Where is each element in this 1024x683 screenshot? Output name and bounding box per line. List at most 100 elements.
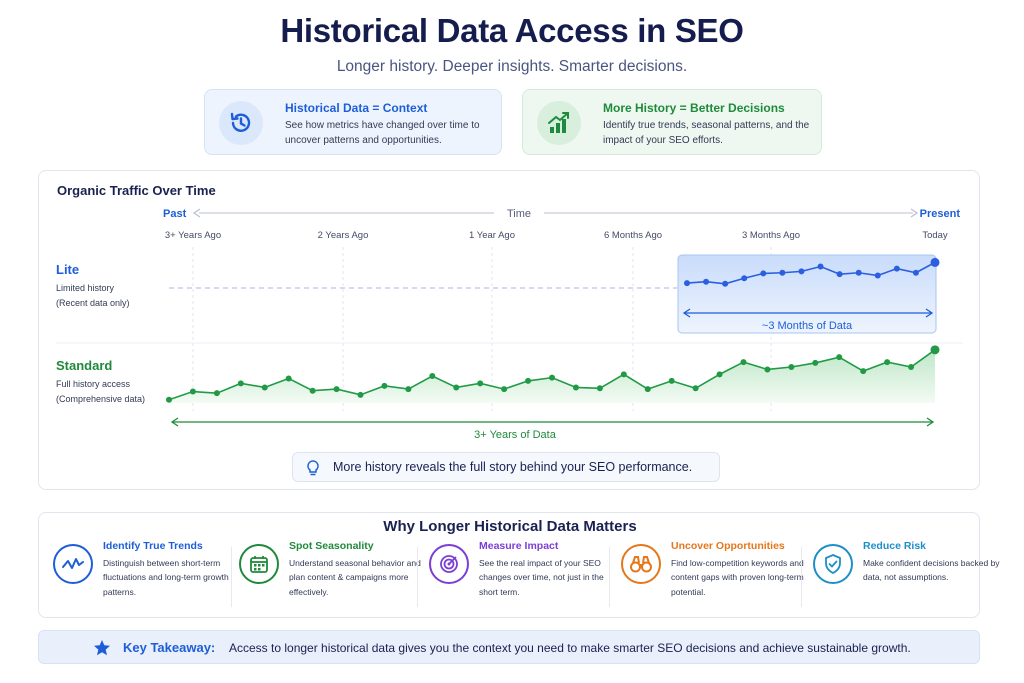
feature-desc: Distinguish between short-term fluctuati… bbox=[103, 558, 229, 597]
axis-label: Time bbox=[507, 208, 531, 220]
insight-text: More history reveals the full story behi… bbox=[333, 460, 693, 474]
calendar-icon bbox=[239, 544, 279, 584]
data-point bbox=[740, 359, 747, 366]
page-title: Historical Data Access in SEO bbox=[280, 12, 744, 49]
page-subtitle: Longer history. Deeper insights. Smarter… bbox=[336, 58, 688, 75]
data-point bbox=[429, 373, 436, 379]
data-point bbox=[836, 271, 843, 278]
growth-chart-icon bbox=[537, 101, 581, 145]
data-point bbox=[930, 257, 940, 267]
series-line bbox=[686, 261, 936, 285]
data-point bbox=[668, 377, 675, 384]
context-card-desc: See how metrics have changed over time t… bbox=[285, 120, 480, 146]
x-tick-label: Today bbox=[922, 230, 948, 241]
feature-desc: Make confident decisions backed by data,… bbox=[863, 558, 1000, 583]
feature-desc: Find low-competition keywords and conten… bbox=[671, 558, 804, 597]
axis-start-label: Past bbox=[163, 208, 187, 220]
data-point bbox=[812, 359, 819, 366]
feature-divider bbox=[801, 547, 802, 607]
data-point bbox=[817, 263, 824, 270]
history-clock-icon bbox=[219, 101, 263, 145]
data-point bbox=[836, 354, 843, 361]
data-point bbox=[764, 366, 771, 373]
feature-spot-seasonality: Spot Seasonality Understand seasonal beh… bbox=[239, 538, 427, 608]
standard-range-label: 3+ Years of Data bbox=[474, 429, 557, 441]
data-point bbox=[684, 280, 690, 287]
context-card: Historical Data = Context See how metric… bbox=[204, 89, 502, 155]
data-point bbox=[213, 390, 220, 397]
data-point bbox=[779, 269, 786, 276]
feature-title: Identify True Trends bbox=[103, 540, 203, 552]
data-point bbox=[309, 387, 316, 394]
data-point bbox=[237, 380, 244, 387]
why-section: Why Longer Historical Data Matters Ident… bbox=[38, 512, 1000, 618]
data-point bbox=[357, 391, 364, 398]
star-icon bbox=[93, 639, 111, 662]
lite-series-desc2: (Recent data only) bbox=[56, 298, 130, 308]
feature-divider bbox=[231, 547, 232, 607]
key-takeaway-bar: Key Takeaway: Access to longer historica… bbox=[38, 630, 980, 664]
data-point bbox=[261, 384, 268, 391]
x-tick-label: 2 Years Ago bbox=[318, 230, 369, 241]
data-point bbox=[572, 384, 579, 391]
data-point bbox=[741, 275, 748, 282]
data-point bbox=[860, 368, 867, 375]
shield-check-icon bbox=[813, 544, 853, 584]
feature-measure-impact: Measure Impact See the real impact of yo… bbox=[429, 538, 617, 608]
x-tick-label: 6 Months Ago bbox=[604, 230, 662, 241]
data-point bbox=[703, 278, 710, 285]
data-point bbox=[716, 371, 723, 378]
feature-title: Spot Seasonality bbox=[289, 540, 374, 552]
lite-range-left-arrow bbox=[682, 308, 691, 318]
data-point bbox=[381, 382, 388, 389]
lite-range-right-arrow bbox=[925, 308, 934, 318]
lite-series bbox=[684, 257, 940, 287]
binoculars-icon bbox=[621, 544, 661, 584]
decisions-card-desc: Identify true trends, seasonal patterns,… bbox=[603, 120, 810, 146]
standard-series-desc1: Full history access bbox=[56, 379, 131, 389]
chart-title: Organic Traffic Over Time bbox=[57, 183, 216, 198]
data-point bbox=[453, 384, 460, 391]
standard-series-name: Standard bbox=[56, 358, 112, 373]
takeaway-text: Access to longer historical data gives y… bbox=[229, 641, 911, 655]
x-tick-label: 1 Year Ago bbox=[469, 230, 515, 241]
data-point bbox=[189, 388, 196, 395]
axis-end-label: Present bbox=[920, 208, 961, 220]
data-point bbox=[285, 375, 292, 382]
data-point bbox=[405, 386, 412, 393]
time-axis-left-arrow bbox=[192, 208, 201, 218]
data-point bbox=[501, 386, 508, 393]
data-point bbox=[692, 385, 699, 392]
data-point bbox=[893, 265, 900, 272]
data-point bbox=[930, 345, 940, 355]
data-point bbox=[525, 377, 532, 384]
standard-range-left-arrow bbox=[170, 417, 179, 427]
data-point bbox=[908, 364, 915, 370]
data-point bbox=[760, 270, 767, 277]
standard-series bbox=[166, 345, 940, 403]
data-point bbox=[722, 280, 729, 287]
feature-divider bbox=[609, 547, 610, 607]
standard-range-right-arrow bbox=[926, 417, 935, 427]
data-point bbox=[798, 268, 805, 275]
target-icon bbox=[429, 544, 469, 584]
context-card-title: Historical Data = Context bbox=[285, 101, 428, 115]
decisions-card: More History = Better Decisions Identify… bbox=[522, 89, 822, 155]
data-point bbox=[549, 374, 555, 381]
data-point bbox=[788, 364, 795, 370]
lightbulb-icon bbox=[305, 459, 321, 482]
feature-title: Reduce Risk bbox=[863, 540, 927, 552]
why-section-title: Why Longer Historical Data Matters bbox=[383, 518, 637, 535]
feature-divider bbox=[417, 547, 418, 607]
data-point bbox=[855, 269, 862, 276]
feature-uncover-opportunities: Uncover Opportunities Find low-competiti… bbox=[621, 538, 809, 608]
feature-title: Uncover Opportunities bbox=[671, 540, 785, 552]
lite-series-desc1: Limited history bbox=[56, 283, 115, 293]
decisions-card-title: More History = Better Decisions bbox=[603, 101, 785, 115]
feature-desc: See the real impact of your SEO changes … bbox=[479, 558, 604, 597]
traffic-chart-panel: Organic Traffic Over Time Past Present T… bbox=[38, 170, 980, 490]
takeaway-label: Key Takeaway: bbox=[123, 640, 216, 655]
data-point bbox=[166, 396, 172, 403]
data-point bbox=[884, 359, 891, 366]
lite-range-label: ~3 Months of Data bbox=[762, 320, 853, 332]
